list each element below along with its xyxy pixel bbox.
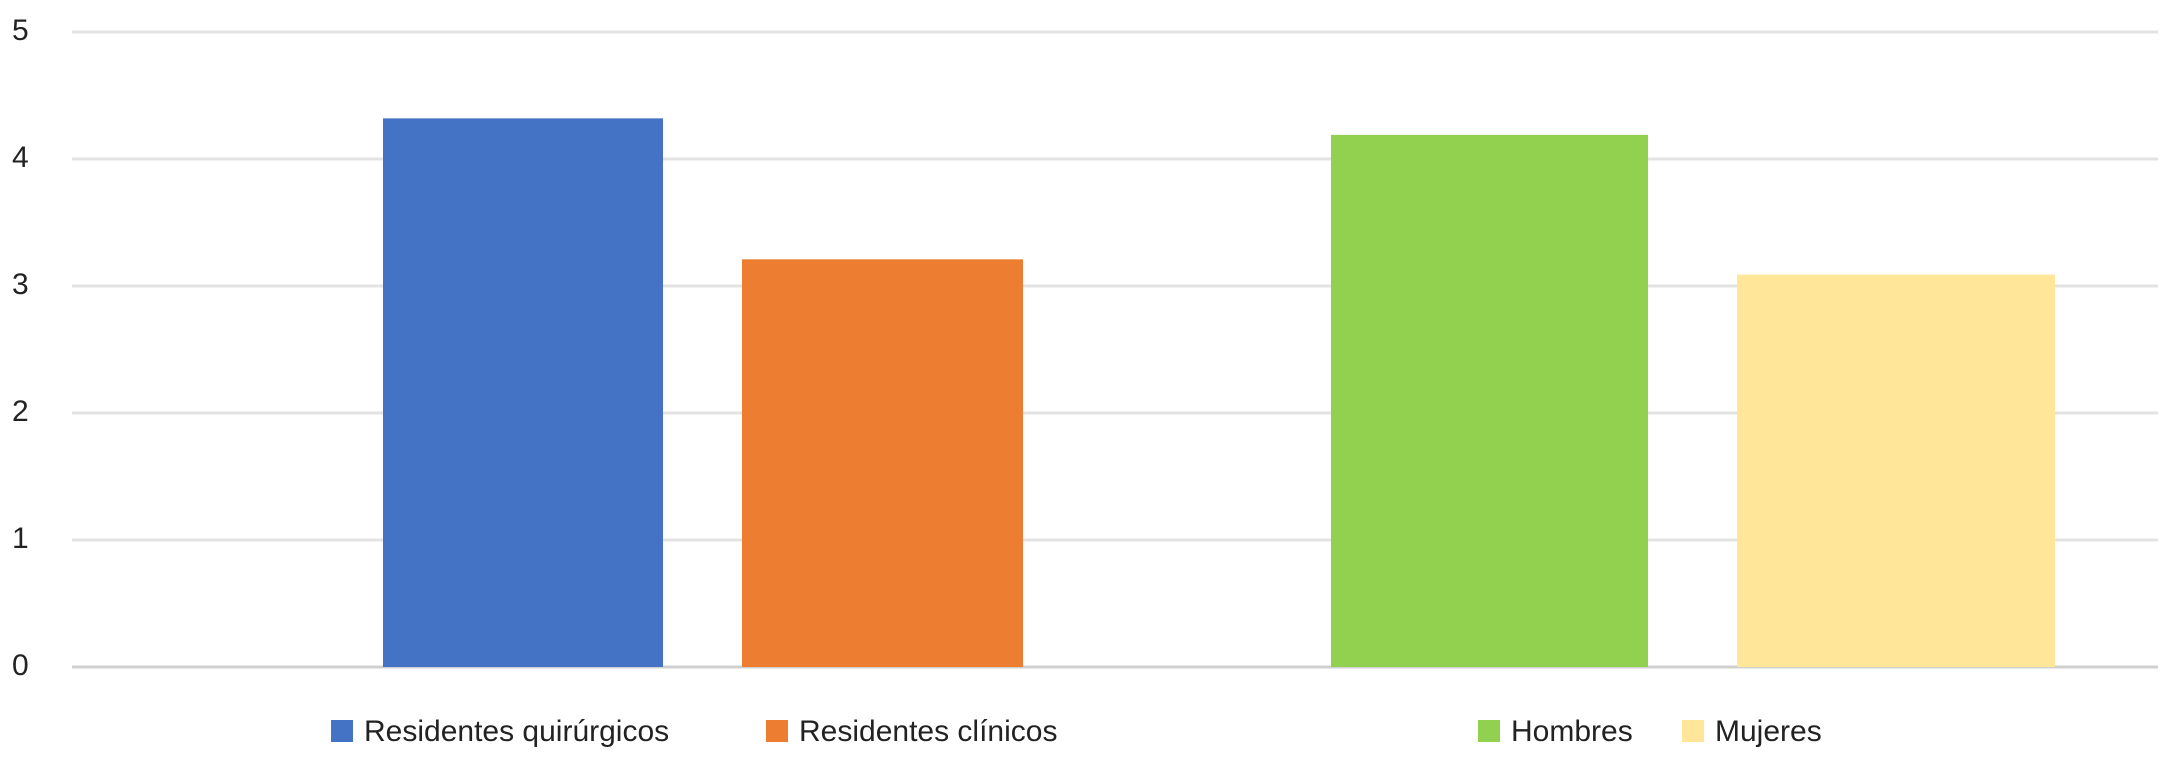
y-tick-label: 1 [12,522,29,555]
bar [383,118,663,668]
legend-label: Hombres [1511,715,1633,748]
legend-swatch [1478,720,1500,742]
y-tick-label: 5 [12,14,29,47]
bar [742,259,1023,667]
legend-label: Mujeres [1715,715,1822,748]
bar [1737,274,2055,667]
legend-label: Residentes clínicos [799,715,1057,748]
legend-swatch [766,720,788,742]
y-tick-label: 4 [12,141,29,174]
legend-swatch [1682,720,1704,742]
y-tick-label: 3 [12,268,29,301]
y-tick-label: 2 [12,395,29,428]
legend-label: Residentes quirúrgicos [364,715,669,748]
bar [1331,134,1648,667]
y-tick-label: 0 [12,649,29,682]
legend-swatch [331,720,353,742]
